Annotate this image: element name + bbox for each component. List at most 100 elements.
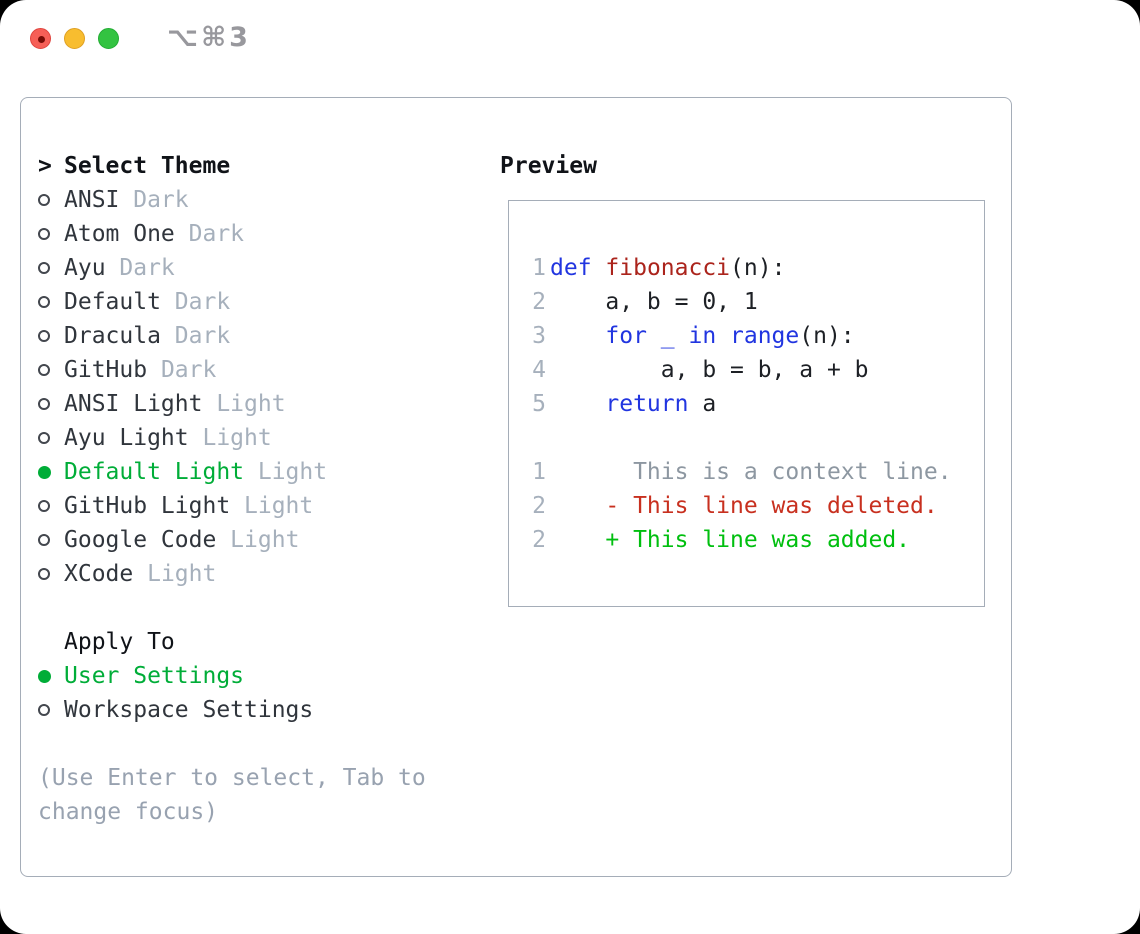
minimize-button[interactable] <box>64 28 85 49</box>
theme-option-ansi-dark[interactable]: ANSI Dark <box>38 183 327 217</box>
preview-title: Preview <box>500 153 597 179</box>
theme-option-default-light-light[interactable]: Default Light Light <box>38 455 327 489</box>
line-number: 2 <box>532 289 546 315</box>
code-segment-code: a, b = 0, 1 <box>550 289 758 315</box>
code-line: 2 a, b = 0, 1 <box>532 285 952 319</box>
code-line: 5 return a <box>532 387 952 421</box>
variant-label: Dark <box>160 289 231 315</box>
radio-icon <box>38 194 50 206</box>
variant-label: Light <box>188 425 272 451</box>
line-number: 2 <box>532 493 546 519</box>
preview-box <box>508 200 985 607</box>
radio-selected-icon <box>38 669 51 683</box>
variant-label: Dark <box>105 255 175 281</box>
code-segment-code: a, b = b, a + b <box>550 357 869 383</box>
radio-icon <box>38 432 50 444</box>
code-line: 1 def fibonacci (n): <box>532 251 952 285</box>
cursor-caret-icon: > <box>38 153 52 179</box>
line-number: 1 <box>532 255 546 281</box>
code-line: 3 for _ in range (n): <box>532 319 952 353</box>
option-label: ANSI Light <box>64 391 203 417</box>
code-segment-code <box>550 319 605 353</box>
diff-line-added: 2 + This line was added. <box>532 523 952 557</box>
option-label: Ayu Light <box>64 425 189 451</box>
radio-icon <box>38 228 50 240</box>
line-number: 2 <box>532 527 546 553</box>
radio-selected-icon <box>38 465 51 479</box>
variant-label: Light <box>202 391 286 417</box>
variant-label: Light <box>244 459 328 485</box>
code-segment-code: a <box>688 391 717 417</box>
option-label: ANSI <box>64 187 120 213</box>
list-spacer <box>38 591 327 625</box>
theme-option-ansi-light-light[interactable]: ANSI Light Light <box>38 387 327 421</box>
radio-icon <box>38 568 50 580</box>
option-label: GitHub Light <box>64 493 231 519</box>
window-title: ⌥⌘3 <box>167 22 251 53</box>
option-label: Workspace Settings <box>64 697 314 723</box>
code-segment-code: (n): <box>730 255 786 281</box>
diff-line-deleted: 2 - This line was deleted. <box>532 489 952 523</box>
theme-option-github-dark[interactable]: GitHub Dark <box>38 353 327 387</box>
line-number: 3 <box>532 323 546 349</box>
code-segment-kw: def <box>550 255 592 281</box>
zoom-button[interactable] <box>98 28 119 49</box>
radio-icon <box>38 296 50 308</box>
theme-option-atom-one-dark[interactable]: Atom One Dark <box>38 217 327 251</box>
option-label: User Settings <box>64 663 245 689</box>
option-label: Ayu <box>64 255 106 281</box>
theme-option-ayu-dark[interactable]: Ayu Dark <box>38 251 327 285</box>
code-segment-kw: for _ in range <box>605 323 800 349</box>
diff-text: This is a context line. <box>550 459 952 485</box>
radio-icon <box>38 704 50 716</box>
variant-label: Dark <box>119 187 189 213</box>
variant-label: Dark <box>147 357 217 383</box>
code-segment-kw: return <box>605 391 689 417</box>
option-label: Google Code <box>64 527 217 553</box>
option-label: Atom One <box>64 221 175 247</box>
variant-label: Light <box>133 561 217 587</box>
option-label: Dracula <box>64 323 161 349</box>
option-label: Default Light <box>64 459 245 485</box>
option-label: Default <box>64 289 161 315</box>
variant-label: Light <box>216 527 300 553</box>
theme-option-ayu-light-light[interactable]: Ayu Light Light <box>38 421 327 455</box>
theme-option-dracula-dark[interactable]: Dracula Dark <box>38 319 327 353</box>
line-number: 4 <box>532 357 546 383</box>
code-segment-code: (n): <box>799 323 855 349</box>
radio-icon <box>38 534 50 546</box>
radio-icon <box>38 500 50 512</box>
option-label: XCode <box>64 561 134 587</box>
window-controls <box>30 28 119 49</box>
code-segment-code <box>550 387 605 421</box>
close-button[interactable] <box>30 28 51 49</box>
apply-to-header: Apply To <box>38 625 327 659</box>
option-label: GitHub <box>64 357 148 383</box>
variant-label: Light <box>230 493 314 519</box>
radio-icon <box>38 262 50 274</box>
apply-option-user-settings[interactable]: User Settings <box>38 659 327 693</box>
radio-icon <box>38 330 50 342</box>
radio-icon <box>38 364 50 376</box>
code-segment-fn: fibonacci <box>605 255 731 281</box>
radio-icon <box>38 398 50 410</box>
diff-line-context: 1 This is a context line. <box>532 455 952 489</box>
variant-label: Dark <box>160 323 231 349</box>
theme-option-xcode-light[interactable]: XCode Light <box>38 557 327 591</box>
diff-text: + This line was added. <box>550 527 911 553</box>
hint-text: (Use Enter to select, Tab to change focu… <box>38 765 426 825</box>
line-number: 1 <box>532 459 546 485</box>
theme-list: > Select Theme ANSI Dark Atom One Dark Ayu… <box>38 149 327 727</box>
code-segment-code <box>592 251 606 285</box>
theme-option-google-code-light[interactable]: Google Code Light <box>38 523 327 557</box>
theme-list-header: > Select Theme <box>38 149 327 183</box>
theme-list-title: Select Theme <box>64 153 231 179</box>
theme-option-github-light-light[interactable]: GitHub Light Light <box>38 489 327 523</box>
code-line: 4 a, b = b, a + b <box>532 353 952 387</box>
apply-option-workspace-settings[interactable]: Workspace Settings <box>38 693 327 727</box>
theme-option-default-dark[interactable]: Default Dark <box>38 285 327 319</box>
diff-text: - This line was deleted. <box>550 493 938 519</box>
line-number: 5 <box>532 391 546 417</box>
